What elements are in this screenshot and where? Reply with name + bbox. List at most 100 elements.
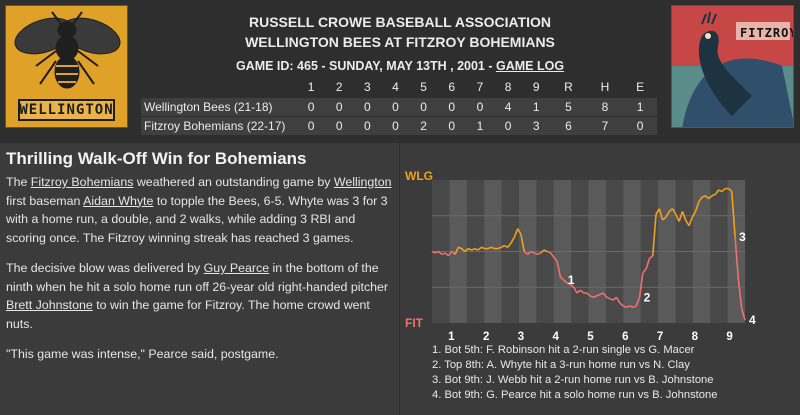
win-prob-segment — [632, 305, 637, 309]
hits-header: H — [600, 80, 610, 95]
win-prob-segment — [629, 305, 634, 309]
win-prob-segment — [481, 246, 486, 250]
inning-score: 0 — [409, 96, 438, 116]
inning-score: 2 — [409, 115, 438, 135]
runs-header: R — [564, 80, 573, 95]
inning-header: 1 — [307, 80, 315, 95]
win-prob-segment — [500, 245, 505, 248]
win-prob-segment — [688, 216, 694, 227]
win-prob-segment — [638, 272, 644, 298]
hits-total: 7 — [586, 115, 624, 135]
win-prob-segment — [596, 293, 601, 297]
win-prob-segment — [606, 296, 611, 300]
inning-tick-label: 5 — [587, 331, 594, 343]
wellington-logo: WELLINGTON — [5, 5, 128, 128]
win-prob-segment — [622, 305, 627, 309]
win-prob-segment — [714, 189, 720, 195]
inning-score: 0 — [297, 96, 326, 116]
win-prob-segment — [651, 214, 657, 256]
player-link[interactable]: Guy Pearce — [203, 261, 270, 275]
inning-tick-label: 8 — [692, 331, 699, 343]
win-prob-segment — [441, 252, 446, 256]
win-prob-segment — [589, 295, 594, 298]
inning-score: 0 — [381, 115, 410, 135]
inning-tick-label: 1 — [448, 331, 455, 343]
win-prob-segment — [458, 246, 462, 250]
matchup-title: WELLINGTON BEES AT FITZROY BOHEMIANS — [245, 34, 555, 50]
win-prob-segment — [619, 302, 624, 307]
event-marker: 2 — [644, 290, 651, 304]
runs-total: 5 — [550, 96, 587, 116]
win-prob-segment — [543, 249, 548, 253]
win-prob-segment — [546, 250, 551, 254]
win-prob-segment — [691, 211, 697, 218]
win-prob-segment — [471, 247, 476, 251]
win-prob-segment — [675, 213, 680, 222]
story-paragraph: The decisive blow was delivered by Guy P… — [6, 261, 389, 331]
win-prob-segment — [454, 246, 460, 255]
win-prob-segment — [681, 211, 687, 221]
win-prob-segment — [635, 296, 641, 307]
inning-tick-label: 4 — [553, 331, 560, 343]
inning-score: 0 — [493, 115, 523, 135]
win-prob-segment — [718, 189, 723, 193]
event-marker: 3 — [739, 230, 746, 244]
inning-score: 0 — [353, 96, 382, 116]
win-prob-segment — [523, 250, 529, 255]
win-prob-segment — [593, 295, 598, 298]
box-row-away: Wellington Bees (21-18) 0 0 0 0 0 0 0 4 … — [141, 96, 657, 116]
event-marker: 1 — [568, 273, 575, 287]
player-link[interactable]: Brett Johnstone — [6, 298, 93, 312]
win-prob-segment — [609, 297, 614, 301]
hits-total: 8 — [586, 96, 624, 116]
key-events-legend: 1. Bot 5th: F. Robinson hit a 2-run sing… — [432, 343, 717, 403]
win-prob-segment — [490, 246, 495, 250]
win-prob-segment — [615, 296, 621, 304]
game-info: GAME ID: 465 - SUNDAY, MAY 13TH , 2001 -… — [140, 56, 660, 76]
game-log-link[interactable]: GAME LOG — [495, 59, 565, 73]
win-prob-segment — [721, 187, 726, 193]
inning-header: 5 — [420, 80, 427, 95]
win-prob-segment — [698, 196, 703, 202]
win-prob-segment — [504, 245, 509, 248]
team-link[interactable]: Wellington — [333, 175, 392, 189]
event-marker: 4 — [749, 313, 756, 327]
win-prob-segment — [665, 211, 670, 218]
inning-score: 3 — [522, 115, 551, 135]
inning-tick-label: 7 — [657, 331, 663, 343]
win-prob-segment — [438, 250, 443, 255]
inning-tick-label: 3 — [518, 331, 524, 343]
win-prob-segment — [477, 246, 482, 251]
win-probability-chart: WLG FIT 1 2 3 4 1 2 3 4 5 6 7 8 9 — [405, 169, 756, 343]
win-prob-segment — [599, 292, 604, 296]
inning-header: 6 — [448, 80, 456, 95]
win-prob-segment — [497, 246, 502, 250]
win-prob-segment — [530, 250, 535, 254]
game-header: RUSSELL CROWE BASEBALL ASSOCIATION WELLI… — [140, 12, 660, 76]
win-prob-segment — [734, 237, 740, 281]
game-story: Thrilling Walk-Off Win for Bohemians The… — [0, 143, 399, 415]
win-prob-segment — [662, 216, 667, 221]
win-prob-segment — [671, 208, 677, 215]
win-prob-segment — [658, 208, 664, 221]
win-prob-segment — [513, 228, 519, 238]
player-link[interactable]: Aidan Whyte — [83, 193, 154, 208]
fitzroy-logo: FITZROY — [671, 5, 794, 128]
win-prob-segment — [678, 211, 684, 222]
win-prob-segment — [642, 268, 647, 274]
win-prob-segment — [559, 276, 565, 281]
inning-score: 0 — [437, 96, 466, 116]
inning-header: 3 — [364, 80, 371, 95]
win-prob-segment — [461, 248, 466, 253]
win-prob-segment — [516, 228, 522, 235]
wellington-logo-text: WELLINGTON — [19, 102, 114, 118]
win-prob-segment — [586, 292, 591, 297]
home-label: FIT — [405, 316, 424, 330]
inning-header: 8 — [504, 80, 512, 95]
win-prob-segment — [572, 286, 578, 294]
win-prob-segment — [467, 247, 472, 251]
inning-score: 1 — [522, 96, 551, 116]
errors-total: 0 — [623, 115, 657, 135]
team-name: Wellington Bees (21-18) — [141, 96, 297, 116]
team-link[interactable]: Fitzroy Bohemians — [30, 175, 134, 189]
